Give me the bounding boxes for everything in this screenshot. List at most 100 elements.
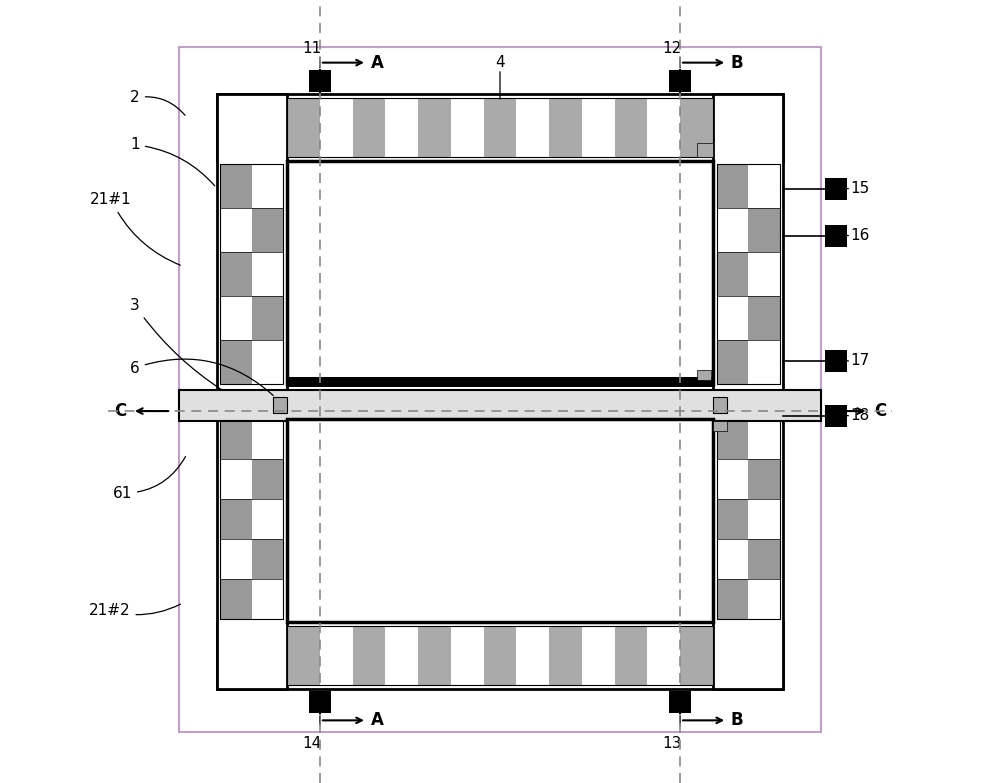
Bar bbox=[825, 350, 847, 372]
Bar bbox=[220, 296, 252, 340]
Bar bbox=[549, 626, 582, 685]
Bar bbox=[287, 98, 320, 157]
Bar bbox=[252, 340, 283, 384]
Bar bbox=[287, 419, 713, 622]
Bar bbox=[697, 143, 713, 157]
Text: C: C bbox=[874, 402, 886, 420]
Bar bbox=[748, 164, 780, 207]
Bar bbox=[252, 251, 283, 296]
Bar bbox=[647, 626, 680, 685]
Bar bbox=[252, 579, 283, 619]
Bar bbox=[717, 419, 748, 459]
Text: 4: 4 bbox=[495, 55, 505, 70]
Bar bbox=[748, 207, 780, 251]
Bar bbox=[717, 340, 748, 384]
Bar bbox=[669, 691, 691, 713]
Text: 1: 1 bbox=[130, 137, 215, 186]
Bar bbox=[252, 164, 283, 207]
Bar bbox=[748, 499, 780, 539]
Bar bbox=[220, 207, 252, 251]
Text: 2: 2 bbox=[130, 90, 185, 115]
Bar bbox=[179, 389, 821, 421]
Bar bbox=[717, 207, 748, 251]
Bar bbox=[748, 340, 780, 384]
Text: 12: 12 bbox=[663, 41, 682, 56]
Text: 21#1: 21#1 bbox=[90, 192, 180, 265]
Bar bbox=[717, 419, 780, 619]
Text: 13: 13 bbox=[663, 736, 682, 751]
Bar bbox=[516, 626, 549, 685]
Bar bbox=[451, 98, 484, 157]
Bar bbox=[320, 626, 353, 685]
Text: 14: 14 bbox=[302, 736, 322, 751]
Bar bbox=[825, 225, 847, 247]
Bar bbox=[713, 94, 783, 689]
Bar bbox=[309, 70, 331, 92]
Bar bbox=[582, 626, 615, 685]
Bar bbox=[717, 539, 748, 579]
Bar bbox=[717, 296, 748, 340]
Bar bbox=[748, 539, 780, 579]
Bar bbox=[717, 164, 780, 384]
Bar bbox=[825, 178, 847, 200]
Text: A: A bbox=[371, 54, 384, 71]
Bar bbox=[220, 459, 252, 499]
Bar bbox=[252, 459, 283, 499]
Text: A: A bbox=[371, 712, 384, 729]
Bar bbox=[418, 626, 451, 685]
Bar bbox=[217, 94, 287, 689]
Bar bbox=[220, 579, 252, 619]
Bar bbox=[717, 164, 748, 207]
Bar bbox=[220, 164, 252, 207]
Bar bbox=[220, 419, 252, 459]
Bar bbox=[418, 98, 451, 157]
Bar bbox=[582, 98, 615, 157]
Bar bbox=[287, 161, 713, 384]
Bar bbox=[748, 459, 780, 499]
Bar bbox=[220, 499, 252, 539]
Bar bbox=[273, 397, 287, 413]
Bar bbox=[385, 626, 418, 685]
Bar bbox=[287, 377, 713, 387]
Bar bbox=[697, 370, 711, 380]
Text: 61: 61 bbox=[113, 456, 185, 501]
Bar bbox=[647, 98, 680, 157]
Text: 17: 17 bbox=[851, 353, 870, 369]
Bar bbox=[217, 94, 783, 161]
Bar bbox=[217, 622, 783, 689]
Bar bbox=[220, 340, 252, 384]
Text: 3: 3 bbox=[130, 298, 222, 390]
Bar bbox=[220, 251, 252, 296]
Bar bbox=[717, 251, 748, 296]
Bar bbox=[484, 626, 516, 685]
Bar bbox=[252, 499, 283, 539]
Bar bbox=[748, 579, 780, 619]
Bar bbox=[713, 397, 727, 413]
Bar bbox=[287, 98, 713, 157]
Bar bbox=[717, 459, 748, 499]
Bar bbox=[220, 539, 252, 579]
Bar bbox=[717, 499, 748, 539]
Bar bbox=[615, 626, 647, 685]
Text: 21#2: 21#2 bbox=[89, 603, 180, 619]
Bar bbox=[748, 419, 780, 459]
Bar bbox=[825, 405, 847, 427]
Text: B: B bbox=[731, 712, 744, 729]
Bar bbox=[252, 207, 283, 251]
Bar bbox=[680, 626, 713, 685]
Text: 6: 6 bbox=[130, 359, 273, 395]
Text: B: B bbox=[731, 54, 744, 71]
Bar bbox=[549, 98, 582, 157]
Text: 15: 15 bbox=[851, 181, 870, 197]
Bar bbox=[484, 98, 516, 157]
Bar bbox=[220, 164, 283, 384]
Bar bbox=[516, 98, 549, 157]
Bar bbox=[748, 251, 780, 296]
Text: 16: 16 bbox=[851, 228, 870, 244]
Bar bbox=[252, 539, 283, 579]
Bar bbox=[385, 98, 418, 157]
Bar bbox=[220, 419, 283, 619]
Bar bbox=[353, 626, 385, 685]
Bar bbox=[451, 626, 484, 685]
Bar bbox=[320, 98, 353, 157]
